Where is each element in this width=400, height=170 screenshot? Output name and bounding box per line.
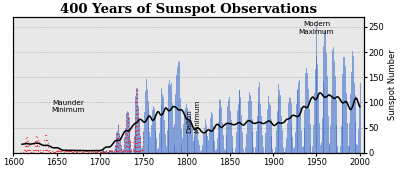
Title: 400 Years of Sunspot Observations: 400 Years of Sunspot Observations bbox=[60, 3, 317, 16]
Text: Maunder
Minimum: Maunder Minimum bbox=[51, 100, 84, 113]
Y-axis label: Sunspot Number: Sunspot Number bbox=[388, 49, 397, 120]
Text: Dalton
Minimum: Dalton Minimum bbox=[186, 99, 200, 133]
Text: Modern
Maximum: Modern Maximum bbox=[299, 21, 334, 35]
